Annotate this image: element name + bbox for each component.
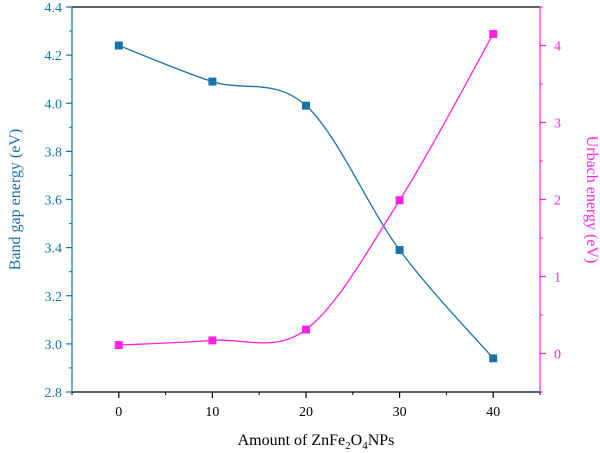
series-left-line [118, 44, 494, 359]
left-axis-title: Band gap energy (eV) [7, 129, 24, 270]
series-right-point [489, 29, 498, 38]
left-tick-label: 4.2 [45, 49, 63, 64]
series-right-point [302, 325, 310, 334]
right-axis-title: Urbach energy (eV) [583, 136, 600, 264]
right-tick-label: 1 [554, 271, 561, 286]
left-tick-label: 3.8 [45, 145, 63, 160]
left-tick-label: 3.2 [45, 290, 63, 305]
series-left-point [489, 354, 498, 363]
axes [66, 6, 546, 398]
x-axis-title: Amount of ZnFe2O4NPs [238, 432, 395, 452]
left-tick-label: 3.0 [45, 338, 63, 353]
x-tick-label: 0 [115, 405, 122, 420]
series-left-point [302, 101, 310, 110]
series-group [114, 29, 498, 363]
right-tick-label: 3 [554, 117, 561, 132]
series-right-point [395, 196, 404, 205]
x-tick-label: 10 [205, 405, 219, 420]
x-tick-label: 20 [299, 405, 313, 420]
series-right-point [208, 336, 217, 345]
left-tick-label: 4.0 [45, 97, 63, 112]
series-left-point [208, 77, 217, 86]
series-left-point [114, 41, 123, 50]
left-tick-label: 2.8 [45, 386, 63, 401]
right-tick-label: 4 [554, 40, 561, 55]
series-left-point [395, 246, 404, 255]
left-tick-label: 3.4 [45, 242, 63, 257]
left-tick-label: 3.6 [45, 194, 63, 209]
left-tick-label: 4.4 [45, 1, 63, 16]
right-tick-label: 2 [554, 194, 561, 209]
x-tick-label: 30 [393, 405, 407, 420]
right-tick-label: 0 [554, 348, 561, 363]
x-tick-label: 40 [486, 405, 500, 420]
labels-group: 0 10 20 30 40 2.8 3.0 3.2 3.4 3.6 3.8 4.0 4.2 4.4 0 1 2 3… [7, 1, 600, 452]
series-right-point [114, 341, 123, 350]
series-right-line [118, 33, 494, 346]
